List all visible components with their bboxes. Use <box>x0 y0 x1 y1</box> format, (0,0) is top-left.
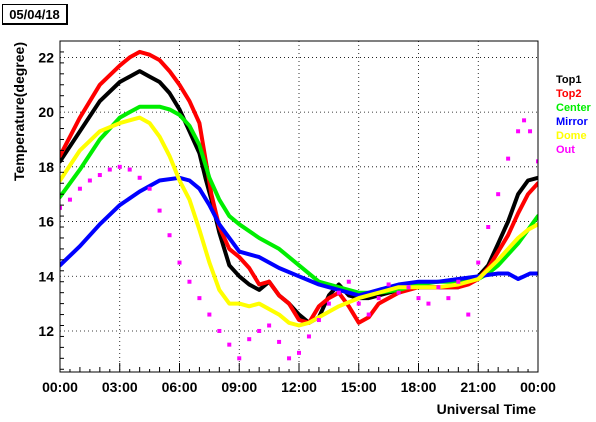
x-tick-label: 00:00 <box>520 379 556 395</box>
data-point-out <box>346 279 351 284</box>
data-point-out <box>217 328 222 333</box>
y-axis-label: Temperature(degree) <box>11 42 27 181</box>
data-point-out <box>506 156 511 161</box>
data-point-out <box>60 205 62 210</box>
legend-entry-dome: Dome <box>556 130 587 142</box>
data-point-out <box>247 337 252 342</box>
data-point-out <box>127 167 132 172</box>
data-point-out <box>177 260 182 265</box>
legend-entry-top2: Top2 <box>556 88 581 100</box>
data-point-out <box>366 312 371 317</box>
data-point-out <box>486 225 491 230</box>
x-axis-label: Universal Time <box>437 401 537 417</box>
series-line-top2 <box>60 49 538 325</box>
data-point-out <box>137 175 142 180</box>
x-tick-label: 06:00 <box>162 379 198 395</box>
legend-entry-center: Center <box>556 102 592 114</box>
x-tick-label: 18:00 <box>401 379 437 395</box>
y-tick-label: 20 <box>38 104 54 120</box>
series-markers-out <box>60 118 538 361</box>
axis-layer: 00:00 03:00 06:00 09:00 12:00 15:00 18:00 21:00… <box>38 40 556 395</box>
data-point-out <box>496 192 501 197</box>
data-point-out <box>187 279 192 284</box>
data-point-out <box>207 312 212 317</box>
legend-entry-out: Out <box>556 144 575 156</box>
data-point-out <box>436 285 441 290</box>
series-line-dome <box>60 115 538 328</box>
legend-entry-top1: Top1 <box>556 74 581 86</box>
data-point-out <box>277 339 282 344</box>
data-point-out <box>97 173 102 178</box>
data-point-out <box>157 208 162 213</box>
data-point-out <box>237 356 242 361</box>
plot-frame <box>60 41 538 372</box>
data-point-out <box>356 301 361 306</box>
x-tick-label: 12:00 <box>281 379 317 395</box>
data-point-out <box>456 279 461 284</box>
data-point-out <box>77 186 82 191</box>
x-tick-label: 00:00 <box>42 379 78 395</box>
x-tick-label: 15:00 <box>341 379 377 395</box>
data-point-out <box>257 328 262 333</box>
data-point-out <box>87 178 92 183</box>
data-point-out <box>406 285 411 290</box>
data-point-out <box>287 356 292 361</box>
data-point-out <box>386 282 391 287</box>
y-tick-label: 16 <box>38 214 54 230</box>
data-point-out <box>536 159 538 164</box>
x-tick-label: 21:00 <box>460 379 496 395</box>
data-point-out <box>522 118 527 123</box>
data-point-out <box>267 323 272 328</box>
y-tick-label: 12 <box>38 323 54 339</box>
data-point-out <box>147 186 152 191</box>
data-point-out <box>336 290 341 295</box>
data-point-out <box>446 296 451 301</box>
data-point-out <box>197 296 202 301</box>
data-point-out <box>316 318 321 323</box>
data-point-out <box>326 301 331 306</box>
legend: Top1 Top2 Center Mirror Dome Out <box>556 74 592 156</box>
data-point-out <box>67 197 72 202</box>
legend-entry-mirror: Mirror <box>556 116 589 128</box>
data-point-out <box>476 260 481 265</box>
data-point-out <box>227 342 232 347</box>
data-point-out <box>107 167 112 172</box>
x-tick-label: 03:00 <box>102 379 138 395</box>
y-tick-label: 22 <box>38 49 54 65</box>
y-tick-label: 18 <box>38 159 54 175</box>
x-tick-label: 09:00 <box>221 379 257 395</box>
data-point-out <box>297 350 301 355</box>
data-point-out <box>516 129 521 134</box>
y-tick-label: 14 <box>38 268 54 284</box>
data-point-out <box>167 233 172 238</box>
data-point-out <box>306 334 311 339</box>
data-point-out <box>416 296 421 301</box>
data-point-out <box>117 164 122 169</box>
data-point-out <box>396 290 401 295</box>
data-point-out <box>426 301 431 306</box>
chart-title-box: 05/04/18 <box>2 4 68 25</box>
series-line-mirror <box>60 175 538 298</box>
chart-title: 05/04/18 <box>9 7 60 22</box>
series-layer <box>60 49 538 361</box>
data-point-out <box>528 129 533 134</box>
data-point-out <box>466 312 471 317</box>
data-point-out <box>376 296 381 301</box>
